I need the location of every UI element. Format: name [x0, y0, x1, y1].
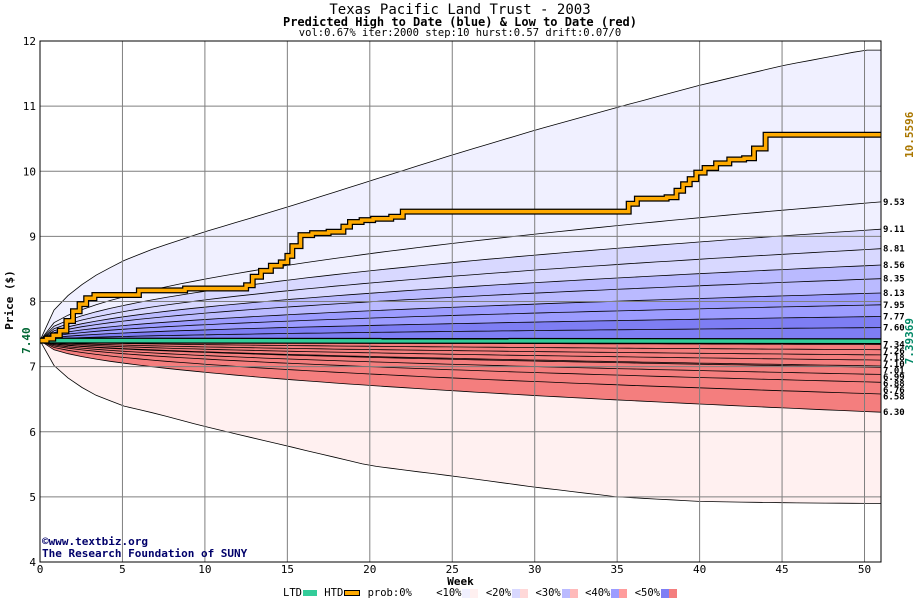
x-tick-label: 45 [775, 563, 788, 576]
quantile-end-label: 7.26 [883, 347, 905, 357]
x-tick-label: 35 [611, 563, 624, 576]
blue-quantile-line [39, 327, 882, 341]
x-tick-label: 5 [119, 563, 126, 576]
credit-url: ©www.textbiz.org [42, 535, 148, 548]
quantile-end-label: 7.60 [883, 324, 905, 334]
ltd-last-value: 7.39369 [903, 318, 916, 364]
quantile-end-label: 6.58 [883, 392, 905, 402]
red-prob-band [40, 340, 881, 413]
x-tick-label: 40 [693, 563, 706, 576]
legend-p20-label: <20% [485, 587, 512, 599]
chart-title: Texas Pacific Land Trust - 2003 [329, 2, 591, 18]
quantile-end-label: 7.01 [883, 366, 905, 376]
y-tick-label: 5 [29, 491, 36, 504]
x-tick-label: 10 [198, 563, 211, 576]
blue-prob-band [40, 50, 881, 341]
blue-quantile-line [39, 278, 882, 341]
y-tick-label: 9 [29, 230, 36, 243]
legend-p10-swatch [462, 588, 479, 598]
legend-ltd-label: LTD [283, 587, 302, 599]
x-tick-label: 0 [37, 563, 44, 576]
y-tick-label: 11 [23, 100, 36, 113]
red-quantile-line [39, 340, 882, 395]
y-tick-label: 12 [23, 35, 36, 48]
quantile-end-label: 9.11 [883, 225, 905, 235]
legend-p50-swatch [660, 588, 677, 598]
blue-quantile-line [39, 304, 882, 341]
x-tick-label: 15 [281, 563, 294, 576]
legend-prob-label: prob:0% [367, 587, 412, 599]
blue-quantile-line [39, 316, 882, 341]
x-tick-label: 30 [528, 563, 541, 576]
y-axis-title: Price ($) [3, 270, 16, 330]
y-tick-label: 8 [29, 296, 36, 309]
start-price-label: 7.40 [20, 327, 33, 354]
blue-quantile-line [39, 201, 882, 341]
quantile-end-label: 8.13 [883, 289, 905, 299]
red-quantile-line [39, 340, 882, 383]
red-quantile-line [39, 340, 882, 375]
chart-params: vol:0.67% iter:2000 step:10 hurst:0.57 d… [298, 27, 622, 39]
quantile-end-label: 7.34 [883, 340, 905, 350]
blue-prob-band [40, 304, 881, 341]
plot-frame [39, 40, 882, 563]
y-tick-label: 4 [29, 556, 36, 569]
legend-prob-swatch [412, 588, 429, 598]
blue-prob-band [40, 229, 881, 341]
blue-quantile-line [39, 248, 882, 341]
htd-line [40, 133, 881, 343]
quantile-end-label: 6.30 [883, 408, 905, 418]
quantile-end-label: 7.95 [883, 301, 905, 311]
legend-p10-label: <10% [436, 587, 462, 599]
y-tick-label: 7 [29, 361, 36, 374]
htd-last-value: 10.5596 [903, 111, 916, 158]
credit-org: The Research Foundation of SUNY [42, 547, 248, 560]
red-quantile-line [39, 340, 882, 368]
blue-quantile-line [39, 228, 882, 341]
x-tick-label: 20 [363, 563, 376, 576]
x-axis-title: Week [447, 575, 474, 588]
quantile-end-label: 7.77 [883, 312, 905, 322]
x-tick-label: 50 [858, 563, 871, 576]
blue-quantile-line [39, 49, 881, 341]
quantile-end-label: 6.76 [883, 386, 905, 396]
blue-prob-band [40, 248, 881, 341]
legend-p30-swatch [561, 588, 578, 598]
quantile-end-label: 8.81 [883, 245, 905, 255]
quantile-end-label: 7.18 [883, 353, 905, 363]
legend-htd-swatch [344, 590, 361, 596]
quantile-end-label: 7.10 [883, 360, 905, 370]
y-tick-label: 6 [29, 426, 36, 439]
legend-p30-label: <30% [535, 587, 561, 599]
legend-p20-swatch [512, 588, 529, 598]
blue-prob-band [40, 316, 881, 341]
blue-quantile-line [39, 292, 882, 341]
quantile-end-label: 8.56 [883, 261, 905, 271]
ltd-line [39, 338, 882, 343]
red-quantile-line [39, 340, 882, 351]
blue-prob-band [40, 278, 881, 341]
quantile-end-label: 8.35 [883, 275, 905, 285]
red-quantile-line [39, 340, 882, 361]
red-quantile-line [39, 340, 882, 367]
quantile-end-label: 6.99 [883, 373, 905, 383]
legend: LTD HTD prob:0% <10% <20% <30% <40% <50% [283, 587, 678, 599]
blue-prob-band [40, 293, 881, 341]
legend-htd-label: HTD [324, 587, 344, 599]
chart-subtitle: Predicted High to Date (blue) & Low to D… [282, 15, 637, 29]
quantile-end-label: 6.88 [883, 379, 905, 389]
blue-prob-band [40, 265, 881, 341]
blue-quantile-line [39, 264, 882, 341]
red-quantile-line [39, 340, 882, 413]
red-quantile-line [39, 340, 881, 504]
legend-p40-swatch [611, 588, 628, 598]
red-quantile-line [39, 340, 882, 356]
y-tick-label: 10 [23, 165, 36, 178]
x-tick-label: 25 [446, 563, 459, 576]
legend-p40-label: <40% [585, 587, 611, 599]
quantile-end-label: 9.53 [883, 198, 905, 208]
legend-ltd-swatch [302, 590, 317, 596]
legend-p50-label: <50% [634, 587, 660, 599]
